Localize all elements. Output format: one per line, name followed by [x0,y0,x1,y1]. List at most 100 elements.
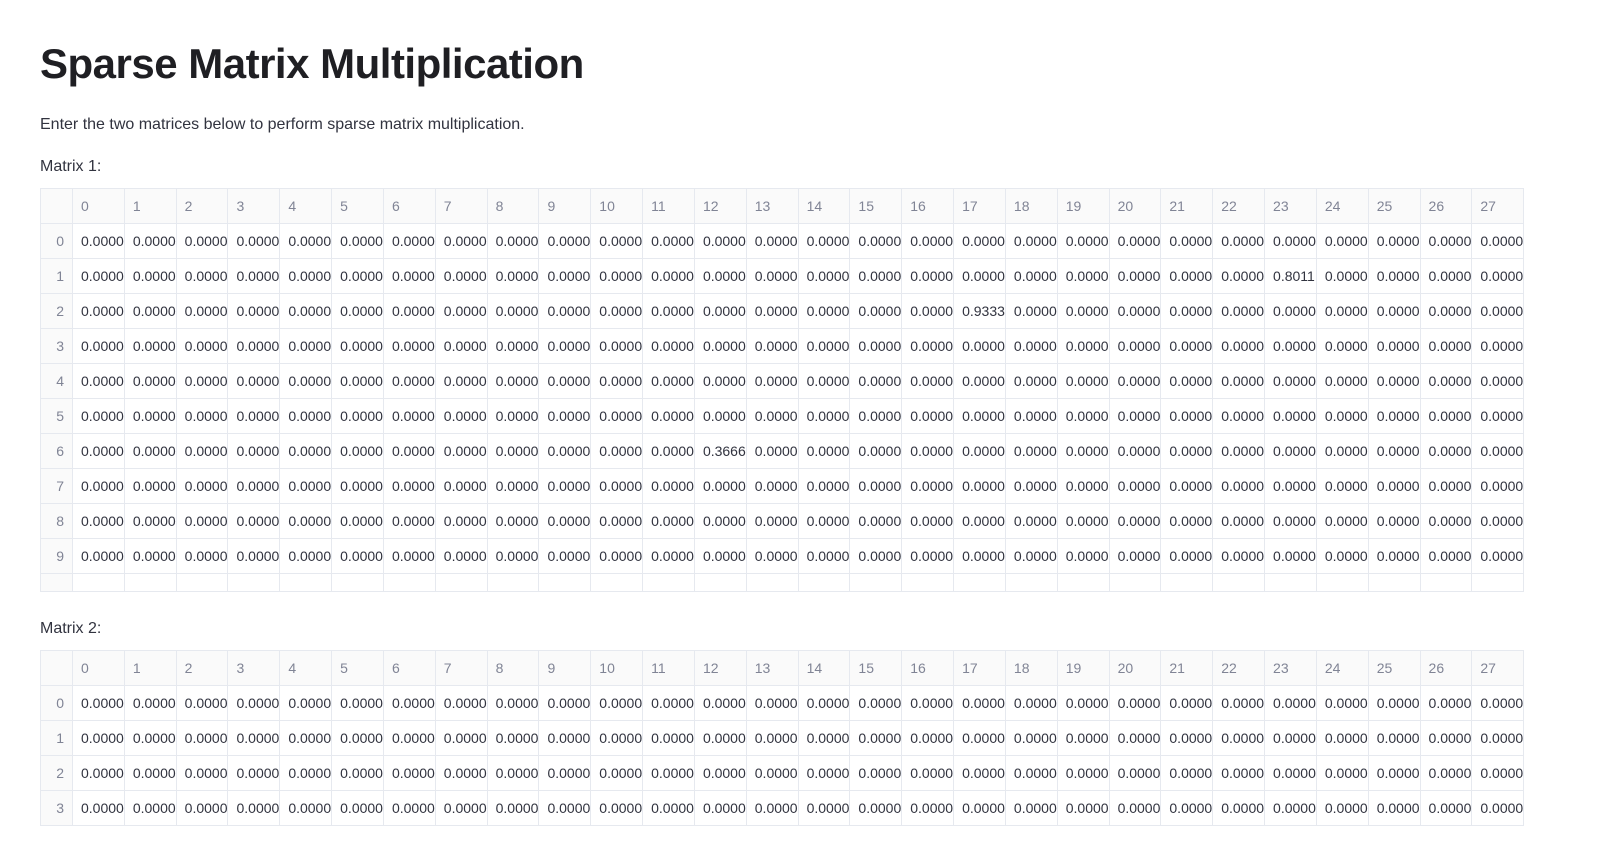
matrix1-cell[interactable]: 0.0000 [850,224,902,259]
matrix1-cell[interactable]: 0.0000 [798,399,850,434]
matrix1-row-header[interactable]: 1 [41,259,73,294]
matrix1-cell[interactable]: 0.0000 [1057,504,1109,539]
matrix2-cell[interactable]: 0.0000 [694,686,746,721]
matrix1-cell[interactable]: 0.0000 [435,364,487,399]
matrix1-cell[interactable]: 0.0000 [1057,259,1109,294]
matrix1-cell[interactable]: 0.0000 [1265,399,1317,434]
matrix1-cell[interactable]: 0.0000 [124,504,176,539]
matrix2-cell[interactable]: 0.0000 [332,686,384,721]
matrix1-cell[interactable]: 0.0000 [1057,364,1109,399]
matrix2-cell[interactable]: 0.0000 [954,791,1006,826]
matrix1-col-header[interactable]: 15 [850,189,902,224]
matrix1-cell[interactable]: 0.0000 [1472,224,1524,259]
matrix2-cell[interactable]: 0.0000 [798,791,850,826]
matrix1-row-header[interactable]: 5 [41,399,73,434]
matrix1-cell[interactable]: 0.0000 [1005,329,1057,364]
matrix1-cell[interactable]: 0.0000 [435,294,487,329]
matrix1-cell[interactable]: 0.0000 [1109,259,1161,294]
matrix2-cell[interactable]: 0.0000 [228,756,280,791]
matrix1-cell[interactable]: 0.0000 [280,434,332,469]
matrix1-cell[interactable]: 0.0000 [539,434,591,469]
matrix2-col-header[interactable]: 6 [383,651,435,686]
matrix1-cell[interactable]: 0.0000 [1109,539,1161,574]
matrix1-cell[interactable]: 0.0000 [1420,504,1472,539]
matrix2-cell[interactable]: 0.0000 [1057,686,1109,721]
matrix2-cell[interactable]: 0.0000 [954,721,1006,756]
matrix1-cell[interactable]: 0.0000 [1316,434,1368,469]
matrix2-col-header[interactable]: 8 [487,651,539,686]
matrix1-row-header[interactable]: 8 [41,504,73,539]
matrix1-cell[interactable]: 0.0000 [280,504,332,539]
matrix1-col-header[interactable]: 20 [1109,189,1161,224]
matrix1-cell[interactable]: 0.0000 [1316,294,1368,329]
matrix1-cell[interactable]: 0.0000 [539,224,591,259]
matrix1-cell[interactable]: 0.0000 [694,399,746,434]
matrix1-cell[interactable]: 0.0000 [1057,469,1109,504]
matrix1-cell[interactable]: 0.0000 [902,434,954,469]
matrix2-col-header[interactable]: 16 [902,651,954,686]
matrix1-cell[interactable]: 0.0000 [73,259,125,294]
matrix1-cell[interactable]: 0.0000 [487,469,539,504]
matrix1-cell[interactable]: 0.0000 [1265,224,1317,259]
matrix1-col-header[interactable]: 9 [539,189,591,224]
matrix1-cell[interactable]: 0.0000 [1316,259,1368,294]
matrix1-cell[interactable]: 0.0000 [176,224,228,259]
matrix1-cell[interactable]: 0.0000 [73,539,125,574]
matrix2-cell[interactable]: 0.0000 [643,756,695,791]
matrix1-cell[interactable]: 0.0000 [798,224,850,259]
matrix1-cell[interactable]: 0.0000 [435,259,487,294]
matrix1-cell[interactable]: 0.0000 [694,364,746,399]
matrix1-cell[interactable]: 0.0000 [539,364,591,399]
matrix2-cell[interactable]: 0.0000 [798,721,850,756]
matrix2-col-header[interactable]: 15 [850,651,902,686]
matrix1-cell[interactable]: 0.0000 [954,469,1006,504]
matrix2-cell[interactable]: 0.0000 [1368,721,1420,756]
matrix1-cell[interactable]: 0.0000 [539,259,591,294]
matrix1-cell[interactable]: 0.0000 [435,434,487,469]
matrix2-col-header[interactable]: 10 [591,651,643,686]
matrix2-cell[interactable]: 0.0000 [73,686,125,721]
matrix2-cell[interactable]: 0.0000 [954,686,1006,721]
matrix1-cell[interactable]: 0.0000 [383,294,435,329]
matrix1-col-header[interactable]: 2 [176,189,228,224]
matrix1-cell[interactable]: 0.0000 [1316,399,1368,434]
matrix1-cell[interactable]: 0.0000 [643,469,695,504]
matrix2-cell[interactable]: 0.0000 [487,686,539,721]
matrix1-cell[interactable]: 0.0000 [798,329,850,364]
matrix1-cell[interactable]: 0.0000 [228,329,280,364]
matrix2-cell[interactable]: 0.0000 [746,686,798,721]
matrix1-cell[interactable]: 0.0000 [643,364,695,399]
matrix1-col-header[interactable]: 23 [1265,189,1317,224]
matrix1-cell[interactable]: 0.0000 [539,539,591,574]
matrix1-cell[interactable]: 0.0000 [487,259,539,294]
matrix2-cell[interactable]: 0.0000 [1213,721,1265,756]
matrix2-cell[interactable]: 0.0000 [1265,721,1317,756]
matrix1-cell[interactable]: 0.0000 [124,539,176,574]
matrix1-cell[interactable]: 0.0000 [1005,504,1057,539]
matrix1-col-header[interactable]: 27 [1472,189,1524,224]
matrix1-cell[interactable]: 0.0000 [591,224,643,259]
matrix1-cell[interactable]: 0.0000 [1005,294,1057,329]
matrix1-cell[interactable]: 0.0000 [954,539,1006,574]
matrix2-cell[interactable]: 0.0000 [1213,756,1265,791]
matrix2-cell[interactable]: 0.0000 [280,791,332,826]
matrix2-cell[interactable]: 0.0000 [746,791,798,826]
matrix1-col-header[interactable]: 11 [643,189,695,224]
matrix2-cell[interactable]: 0.0000 [176,721,228,756]
matrix2-cell[interactable]: 0.0000 [332,791,384,826]
matrix1-cell[interactable]: 0.0000 [539,399,591,434]
matrix1-cell[interactable]: 0.0000 [591,469,643,504]
matrix2-cell[interactable]: 0.0000 [487,756,539,791]
matrix1-cell[interactable]: 0.0000 [746,329,798,364]
matrix2-cell[interactable]: 0.0000 [591,791,643,826]
matrix2-col-header[interactable]: 13 [746,651,798,686]
matrix1-cell[interactable]: 0.0000 [73,434,125,469]
matrix2-cell[interactable]: 0.0000 [1472,721,1524,756]
matrix2-cell[interactable]: 0.0000 [1161,686,1213,721]
matrix1-cell[interactable]: 0.0000 [1161,504,1213,539]
matrix1-cell[interactable]: 0.0000 [435,539,487,574]
matrix2-cell[interactable]: 0.0000 [1316,721,1368,756]
matrix2-cell[interactable]: 0.0000 [435,686,487,721]
matrix2-cell[interactable]: 0.0000 [73,756,125,791]
matrix1-cell[interactable]: 0.0000 [591,539,643,574]
